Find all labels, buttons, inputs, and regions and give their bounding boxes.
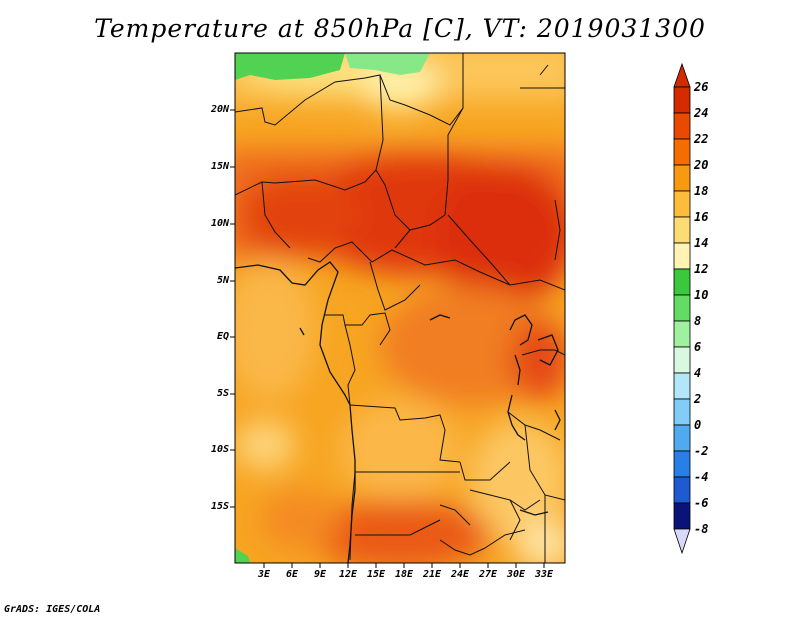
temperature-field (235, 53, 565, 563)
colorbar-swatch (673, 190, 691, 218)
colorbar-label: 24 (694, 106, 709, 120)
colorbar-label: -2 (694, 444, 709, 458)
colorbar-label: -4 (694, 470, 709, 484)
colorbar-swatch (673, 268, 691, 296)
map-frame (230, 52, 566, 568)
colorbar-swatch (673, 346, 691, 374)
colorbar (673, 62, 691, 555)
colorbar-swatch (673, 320, 691, 348)
country-borders (235, 53, 565, 563)
colorbar-swatch (673, 476, 691, 504)
page-title: Temperature at 850hPa [C], VT: 201903130… (94, 14, 706, 43)
lat-label: 5N (216, 275, 229, 286)
lat-label: 10S (210, 444, 229, 455)
colorbar-swatch (673, 216, 691, 244)
lat-label: 15N (210, 161, 229, 172)
lon-label: 24E (450, 569, 470, 580)
lat-label: 15S (210, 501, 229, 512)
colorbar-label: 18 (694, 184, 709, 198)
lon-label: 21E (422, 569, 442, 580)
colorbar-label: 20 (694, 158, 709, 172)
colorbar-top-arrow (673, 62, 691, 88)
colorbar-swatch (673, 450, 691, 478)
colorbar-label: 22 (694, 132, 709, 146)
lon-label: 33E (534, 569, 554, 580)
lon-label: 27E (478, 569, 498, 580)
lon-label: 15E (366, 569, 386, 580)
colorbar-label: 4 (694, 366, 702, 380)
grads-credit: GrADS: IGES/COLA (4, 604, 101, 615)
colorbar-label: 0 (694, 418, 702, 432)
colorbar-label: 16 (694, 210, 709, 224)
colorbar-label: 12 (694, 262, 709, 276)
colorbar-swatch (673, 398, 691, 426)
lat-label: 10N (210, 218, 229, 229)
coastlines (235, 261, 561, 563)
lon-label: 30E (506, 569, 526, 580)
colorbar-swatch (673, 294, 691, 322)
colorbar-swatch (673, 424, 691, 452)
lon-label: 12E (338, 569, 358, 580)
colorbar-swatch (673, 164, 691, 192)
lon-label: 9E (313, 569, 327, 580)
colorbar-label: -6 (694, 496, 709, 510)
colorbar-swatch (673, 372, 691, 400)
colorbar-label: 10 (694, 288, 709, 302)
lon-label: 3E (257, 569, 271, 580)
colorbar-label: 14 (694, 236, 709, 250)
colorbar-label: 8 (694, 314, 702, 328)
colorbar-swatch (673, 112, 691, 140)
colorbar-swatch (673, 502, 691, 530)
colorbar-swatch (673, 242, 691, 270)
colorbar-swatch (673, 138, 691, 166)
lat-label: EQ (216, 331, 229, 342)
lat-label: 20N (210, 104, 229, 115)
colorbar-label: 26 (694, 80, 709, 94)
colorbar-label: 6 (694, 340, 702, 354)
lat-label: 5S (216, 388, 229, 399)
lon-label: 6E (285, 569, 299, 580)
colorbar-swatch (673, 86, 691, 114)
colorbar-label: 2 (694, 392, 702, 406)
lon-label: 18E (394, 569, 414, 580)
colorbar-bottom-arrow (673, 528, 691, 555)
colorbar-label: -8 (694, 522, 709, 536)
